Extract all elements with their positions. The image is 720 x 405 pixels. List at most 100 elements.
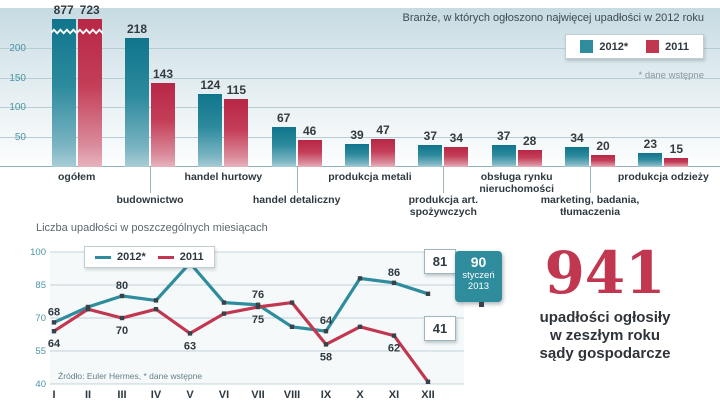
preliminary-data-note: * dane wstępne: [638, 70, 705, 81]
callout-value: 90: [470, 254, 487, 270]
legend-label: 2011: [179, 251, 204, 263]
point-marker-2012*-VI: [221, 300, 227, 305]
point-value-label: 58: [320, 351, 332, 363]
axis-break-mark: [50, 28, 77, 35]
bar-value-label: 37: [496, 129, 511, 144]
legend-line-swatch: [157, 255, 174, 259]
bar-value-label: 28: [522, 134, 537, 149]
bar-2012*-ogółem: [50, 19, 77, 167]
bar-2012*-produkcja odzieży: [638, 153, 663, 167]
point-marker-2011-VII: [255, 304, 261, 310]
legend-label: 2011: [665, 40, 689, 53]
y-tick-label: 40: [35, 379, 46, 390]
point-value-label: 76: [252, 289, 264, 301]
axis-break-mark: [76, 28, 103, 35]
category-label-produkcja metali: produkcja metali: [328, 171, 412, 183]
bar-y-axis: 200 150 100 50: [0, 8, 30, 167]
point-marker-2011-V: [187, 331, 193, 336]
bar-2011-marketing, badania, tłumaczenia: [591, 155, 615, 167]
point-marker-2011-IV: [153, 307, 159, 312]
bar-2012*-handel hurtowy: [198, 93, 223, 167]
month-label-VIII: VIII: [284, 389, 301, 401]
point-value-label: 64: [320, 315, 333, 327]
bar-2011-obsługa rynku nieruchomości: [517, 150, 542, 167]
month-label-II: II: [85, 389, 91, 401]
legend-label: 2012*: [599, 40, 629, 53]
y-tick-label: 100: [30, 247, 46, 258]
series-line-2011: [53, 300, 430, 383]
month-label-VI: VI: [219, 389, 229, 401]
bar-2011-produkcja metali: [371, 139, 395, 167]
total-bankruptcies-value: 941: [544, 239, 666, 307]
y-tick-label: 70: [35, 313, 46, 324]
callout-month: styczeń: [462, 270, 495, 281]
category-connector: [443, 167, 445, 193]
point-marker-2012*-I: [51, 320, 57, 325]
bar-value-label: 46: [302, 123, 317, 138]
category-label-ogółem: ogółem: [58, 171, 96, 183]
point-marker-2012*-XI: [391, 280, 397, 285]
point-marker-2011-III: [119, 315, 125, 321]
gridline-150: [0, 77, 720, 79]
month-label-XII: XII: [421, 389, 434, 401]
point-value-label: 63: [184, 340, 196, 352]
bar-2012*-handel detaliczny: [271, 127, 296, 167]
month-label-XI: XI: [389, 389, 399, 401]
bar-2011-ogółem: [76, 19, 103, 167]
point-value-label: 70: [116, 325, 128, 337]
point-marker-2011-IX: [323, 342, 329, 347]
bar-plot: 877 723 218 143 124 115 67 46 39 47 37 34 37 28 34 20 23…: [40, 3, 700, 167]
point-marker-2011-XI: [391, 333, 397, 338]
point-marker-2012*-III: [119, 293, 125, 299]
point-marker-2011-VIII: [289, 300, 295, 305]
point-marker-2012*-IV: [153, 298, 159, 303]
point-marker-2012*-X: [357, 276, 363, 281]
boxed-value-2011-label: 41: [432, 321, 448, 336]
legend-item: 2012*: [95, 251, 146, 263]
y-tick-label: 150: [9, 72, 26, 84]
boxed-value-2012-december: 81: [424, 249, 456, 274]
bar-2012*-marketing, badania, tłumaczenia: [565, 146, 589, 167]
point-value-label: 86: [388, 267, 400, 279]
callout-point-marker: [479, 302, 484, 307]
bar-value-label: 34: [449, 130, 463, 145]
total-stat-panel: 941 upadłości ogłosiły w zeszłym roku sądy…: [502, 243, 708, 363]
line-chart-title: Liczba upadłości w poszczególnych miesią…: [36, 222, 268, 234]
month-label-X: X: [356, 389, 364, 401]
bar-2011-produkcja odzieży: [664, 158, 689, 167]
stat-caption-line: sądy gospodarcze: [539, 345, 671, 362]
y-tick-label: 85: [35, 280, 46, 291]
category-connector: [150, 167, 151, 193]
point-value-label: 64: [48, 338, 61, 350]
point-marker-2011-XII: [425, 379, 431, 384]
bar-value-label: 143: [152, 66, 174, 81]
category-label-produkcja odzieży: produkcja odzieży: [617, 171, 709, 183]
bar-value-label: 67: [276, 111, 291, 126]
month-label-V: V: [186, 389, 194, 401]
point-marker-2011-X: [357, 324, 363, 329]
bar-value-label: 15: [669, 142, 683, 157]
bar-2011-budownictwo: [151, 82, 175, 167]
line-chart-legend: 2012* 2011: [84, 246, 215, 268]
category-label-budownictwo: budownictwo: [116, 194, 184, 206]
category-label-marketing, badania, tłumaczenia: marketing, badania, tłumaczenia: [540, 194, 640, 218]
category-label-handel detaliczny: handel detaliczny: [252, 194, 341, 206]
callout-year: 2013: [467, 281, 490, 292]
bar-value-label: 115: [226, 83, 246, 98]
point-value-label: 68: [48, 306, 60, 318]
y-tick-label: 55: [35, 346, 46, 357]
bar-2012*-obsługa rynku nieruchomości: [491, 145, 516, 167]
series-line-2012*: [53, 260, 429, 333]
legend-item: 2012*: [580, 40, 628, 53]
point-marker-2012*-VIII: [289, 324, 295, 329]
month-label-IV: IV: [151, 389, 162, 401]
point-marker-2011-VI: [221, 311, 227, 316]
point-marker-2012*-IX: [323, 329, 329, 334]
bar-2012*-budownictwo: [125, 38, 149, 167]
legend-color-swatch: [646, 40, 660, 53]
legend-color-swatch: [580, 40, 594, 53]
bar-value-label: 23: [643, 137, 657, 152]
bar-value-label: 39: [350, 128, 364, 142]
